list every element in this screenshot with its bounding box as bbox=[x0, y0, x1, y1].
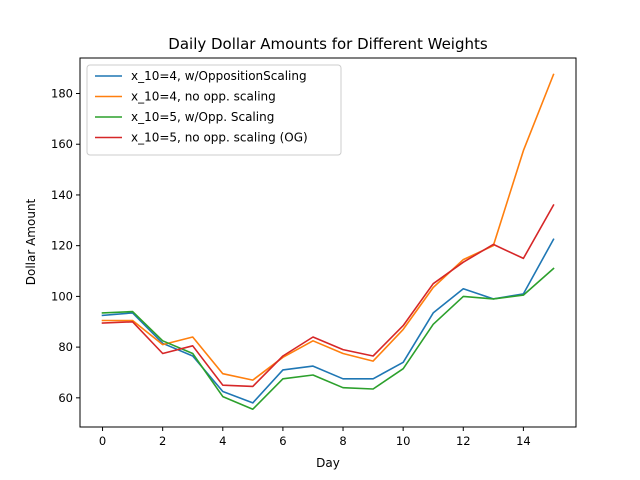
legend-label-3: x_10=5, w/Opp. Scaling bbox=[131, 110, 274, 124]
x-tick-label: 0 bbox=[99, 434, 106, 448]
series-line-3 bbox=[101, 267, 555, 411]
x-tick-label: 10 bbox=[396, 434, 411, 448]
legend-box bbox=[86, 64, 342, 156]
y-axis-label: Dollar Amount bbox=[24, 198, 38, 285]
x-tick-label: 2 bbox=[159, 434, 166, 448]
legend-label-4: x_10=5, no opp. scaling (OG) bbox=[131, 131, 308, 145]
y-tick-label: 120 bbox=[51, 239, 73, 253]
series-line-4 bbox=[101, 204, 555, 388]
x-tick-label: 4 bbox=[219, 434, 226, 448]
chart-title: Daily Dollar Amounts for Different Weigh… bbox=[168, 35, 488, 53]
y-tick-label: 80 bbox=[58, 340, 73, 354]
y-axis: 60 80 100 120 140 160 180 bbox=[51, 87, 80, 405]
x-axis: 0 2 4 6 8 10 12 14 bbox=[99, 427, 531, 448]
legend-label-1: x_10=4, w/OppositionScaling bbox=[131, 69, 307, 83]
x-tick-label: 12 bbox=[456, 434, 471, 448]
y-tick-label: 140 bbox=[51, 188, 73, 202]
plot-frame bbox=[79, 57, 577, 428]
y-tick-label: 180 bbox=[51, 87, 73, 101]
y-tick-label: 60 bbox=[58, 391, 73, 405]
legend: x_10=4, w/OppositionScaling x_10=4, no op… bbox=[86, 64, 342, 156]
y-tick-label: 160 bbox=[51, 137, 73, 151]
x-tick-label: 8 bbox=[339, 434, 346, 448]
x-axis-label: Day bbox=[316, 456, 340, 470]
plot-area bbox=[79, 57, 577, 428]
series-group bbox=[101, 73, 555, 411]
legend-label-2: x_10=4, no opp. scaling bbox=[131, 90, 276, 104]
y-tick-label: 100 bbox=[51, 289, 73, 303]
x-tick-label: 14 bbox=[516, 434, 531, 448]
x-tick-label: 6 bbox=[279, 434, 286, 448]
